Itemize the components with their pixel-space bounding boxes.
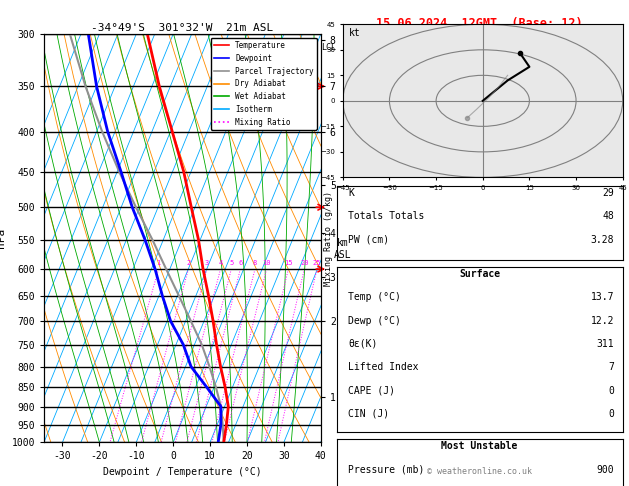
Y-axis label: hPa: hPa xyxy=(0,228,6,248)
Text: © weatheronline.co.uk: © weatheronline.co.uk xyxy=(427,468,532,476)
Text: 25: 25 xyxy=(313,260,321,266)
Text: 7: 7 xyxy=(608,362,614,372)
Text: Mixing Ratio (g/kg): Mixing Ratio (g/kg) xyxy=(324,191,333,286)
Text: 12.2: 12.2 xyxy=(591,315,614,326)
Text: 0: 0 xyxy=(608,409,614,419)
Y-axis label: km
ASL: km ASL xyxy=(334,238,352,260)
Text: Pressure (mb): Pressure (mb) xyxy=(348,465,425,475)
Text: 6: 6 xyxy=(238,260,243,266)
Text: 3.28: 3.28 xyxy=(591,235,614,244)
Text: 2: 2 xyxy=(186,260,191,266)
Text: 1: 1 xyxy=(157,260,160,266)
Text: Dewp (°C): Dewp (°C) xyxy=(348,315,401,326)
Text: 10: 10 xyxy=(262,260,271,266)
Text: 15: 15 xyxy=(284,260,292,266)
Text: LCL: LCL xyxy=(321,43,336,52)
Text: CIN (J): CIN (J) xyxy=(348,409,389,419)
Text: Lifted Index: Lifted Index xyxy=(348,362,418,372)
Text: 900: 900 xyxy=(596,465,614,475)
Text: Temp (°C): Temp (°C) xyxy=(348,292,401,302)
Text: Surface: Surface xyxy=(459,269,500,279)
Text: 13.7: 13.7 xyxy=(591,292,614,302)
Text: 0: 0 xyxy=(608,385,614,396)
Text: 311: 311 xyxy=(596,339,614,349)
Text: Totals Totals: Totals Totals xyxy=(348,211,425,221)
Text: 5: 5 xyxy=(229,260,233,266)
Text: 29: 29 xyxy=(603,188,614,198)
X-axis label: Dewpoint / Temperature (°C): Dewpoint / Temperature (°C) xyxy=(103,467,262,477)
Text: 15.06.2024  12GMT  (Base: 12): 15.06.2024 12GMT (Base: 12) xyxy=(376,17,583,30)
Text: 8: 8 xyxy=(253,260,257,266)
Text: K: K xyxy=(348,188,354,198)
Text: kt: kt xyxy=(349,28,361,38)
Text: CAPE (J): CAPE (J) xyxy=(348,385,395,396)
Title: -34°49'S  301°32'W  21m ASL: -34°49'S 301°32'W 21m ASL xyxy=(91,23,274,33)
Legend: Temperature, Dewpoint, Parcel Trajectory, Dry Adiabat, Wet Adiabat, Isotherm, Mi: Temperature, Dewpoint, Parcel Trajectory… xyxy=(211,38,317,130)
Text: 20: 20 xyxy=(300,260,309,266)
Text: 3: 3 xyxy=(205,260,209,266)
Text: 4: 4 xyxy=(218,260,223,266)
Text: Most Unstable: Most Unstable xyxy=(442,441,518,451)
Text: PW (cm): PW (cm) xyxy=(348,235,389,244)
Text: θε(K): θε(K) xyxy=(348,339,377,349)
Text: 48: 48 xyxy=(603,211,614,221)
